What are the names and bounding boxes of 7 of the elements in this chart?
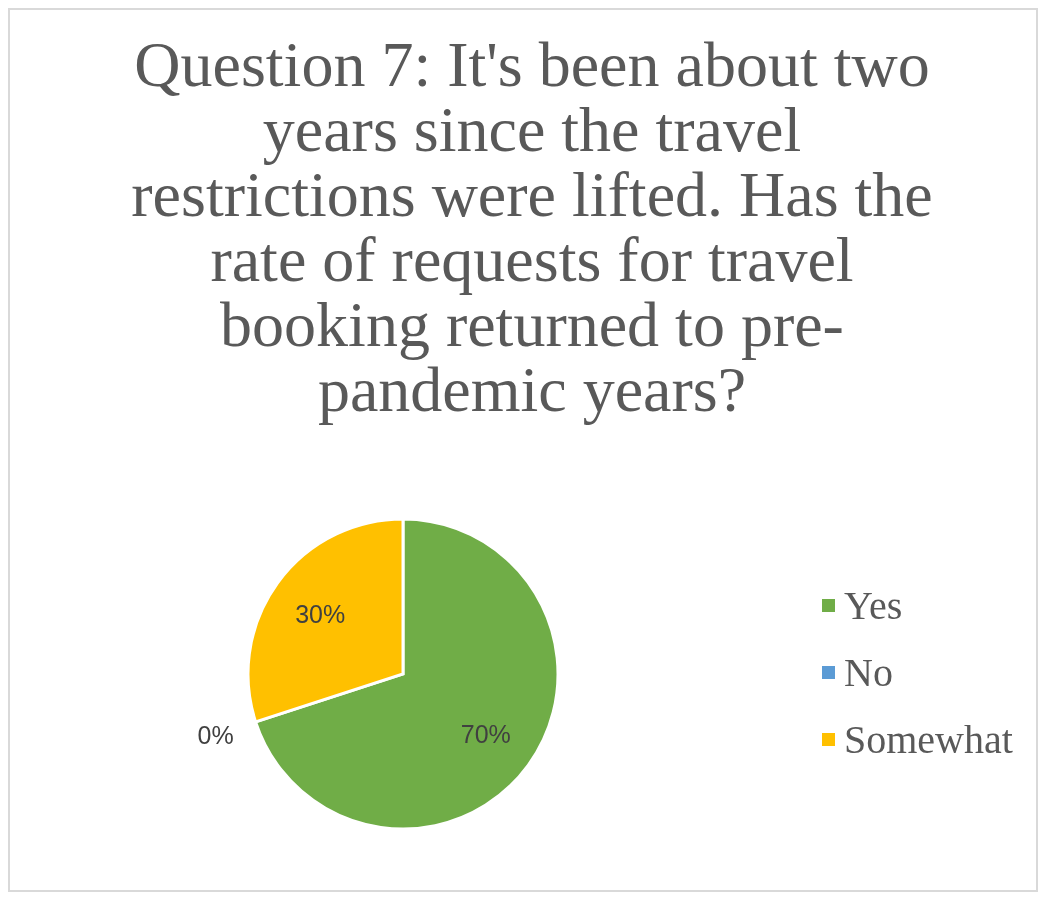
chart-title: Question 7: It's been about two years since the travel restrictions were lifted. Has the rate of requests for travel booking returned to pre-pandemic years? bbox=[130, 29, 934, 425]
legend-label: Yes bbox=[844, 581, 903, 629]
text: 0% bbox=[197, 720, 234, 749]
legend-label: Somewhat bbox=[844, 715, 1013, 763]
legend-label: No bbox=[844, 648, 893, 696]
data-label: 70% bbox=[460, 720, 511, 749]
data-label: 30% bbox=[295, 599, 346, 628]
